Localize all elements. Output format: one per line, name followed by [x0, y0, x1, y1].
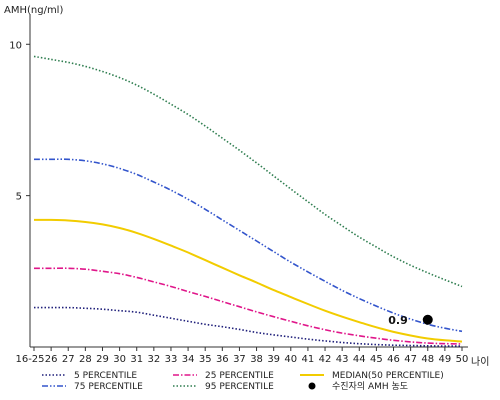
legend-point-marker: [308, 382, 316, 390]
legend-label: 75 PERCENTILE: [74, 382, 143, 392]
x-tick-label: 47: [404, 354, 417, 365]
x-tick-label: 32: [147, 354, 160, 365]
series-line-25-percentile: [33, 267, 463, 345]
y-axis-title: AMH(ng/ml): [4, 5, 63, 16]
x-tick-label: 31: [130, 354, 143, 365]
x-tick-label: 28: [79, 354, 92, 365]
legend-label: 95 PERCENTILE: [205, 382, 274, 392]
patient-amh-value-label: 0.9: [388, 314, 408, 327]
patient-amh-point: [422, 314, 433, 325]
x-tick-label: 46: [387, 354, 400, 365]
x-tick-label: 29: [96, 354, 109, 365]
x-tick-label: 27: [62, 354, 75, 365]
series-line-5-percentile: [34, 306, 462, 347]
x-tick-label: 37: [233, 354, 246, 365]
series-line-95-percentile: [33, 55, 463, 288]
series-line-75-percentile: [34, 158, 463, 333]
x-tick-label: 35: [199, 354, 212, 365]
x-tick-label: 33: [165, 354, 178, 365]
x-tick-label: 38: [250, 354, 263, 365]
legend-label: 25 PERCENTILE: [205, 371, 274, 381]
series-line-median-50-percentile: [33, 218, 463, 343]
legend-label: 5 PERCENTILE: [74, 371, 137, 381]
legend-label: 수진자의 AMH 농도: [332, 381, 408, 392]
x-tick-label: 36: [216, 354, 229, 365]
x-tick-label: 49: [439, 354, 452, 365]
legend-label: MEDIAN(50 PERCENTILE): [332, 371, 444, 381]
x-tick-label: 40: [284, 354, 297, 365]
x-tick-label: 48: [421, 354, 434, 365]
x-tick-label: 41: [302, 354, 315, 365]
x-tick-label: 44: [353, 354, 366, 365]
x-tick-label: 45: [370, 354, 383, 365]
x-tick-label: 26: [45, 354, 58, 365]
y-tick-label: 5: [16, 192, 22, 203]
x-tick-label: 50: [456, 354, 469, 365]
x-tick-label: 43: [336, 354, 349, 365]
x-tick-label: 34: [182, 354, 195, 365]
x-axis-title: 나이: [471, 356, 489, 368]
x-tick-label: 16-25: [15, 354, 44, 365]
x-tick-label: 42: [319, 354, 332, 365]
y-tick-label: 10: [9, 40, 22, 51]
x-tick-label: 39: [267, 354, 280, 365]
x-tick-label: 30: [113, 354, 126, 365]
